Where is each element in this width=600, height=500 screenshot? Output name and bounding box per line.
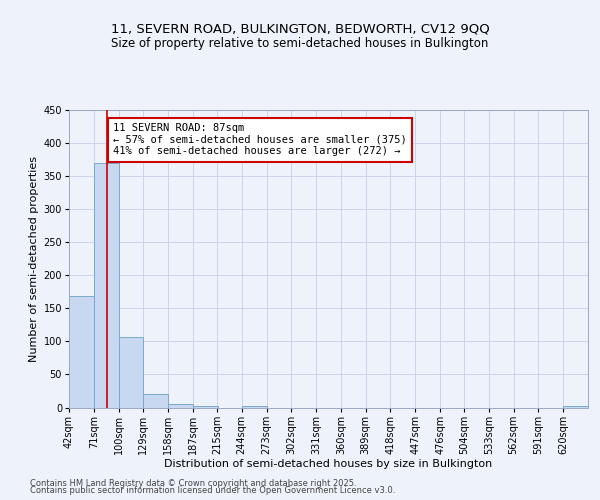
Text: Size of property relative to semi-detached houses in Bulkington: Size of property relative to semi-detach… [112,38,488,51]
Bar [563,406,588,407]
X-axis label: Distribution of semi-detached houses by size in Bulkington: Distribution of semi-detached houses by … [164,460,493,469]
Bar [143,394,168,407]
Bar [94,163,119,408]
Text: Contains HM Land Registry data © Crown copyright and database right 2025.: Contains HM Land Registry data © Crown c… [30,478,356,488]
Bar [119,338,143,407]
Text: 11, SEVERN ROAD, BULKINGTON, BEDWORTH, CV12 9QQ: 11, SEVERN ROAD, BULKINGTON, BEDWORTH, C… [110,22,490,36]
Bar [242,406,266,407]
Bar [168,404,193,407]
Bar [69,296,94,408]
Bar [193,406,218,407]
Text: 11 SEVERN ROAD: 87sqm
← 57% of semi-detached houses are smaller (375)
41% of sem: 11 SEVERN ROAD: 87sqm ← 57% of semi-deta… [113,123,407,156]
Y-axis label: Number of semi-detached properties: Number of semi-detached properties [29,156,39,362]
Text: Contains public sector information licensed under the Open Government Licence v3: Contains public sector information licen… [30,486,395,495]
